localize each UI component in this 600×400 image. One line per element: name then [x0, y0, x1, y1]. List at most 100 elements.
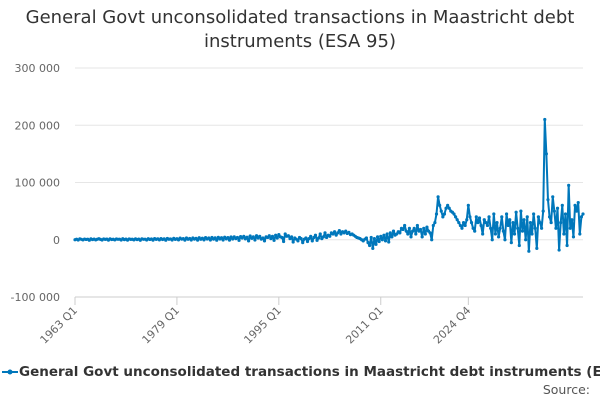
- data-point[interactable]: [533, 226, 537, 230]
- data-point[interactable]: [441, 215, 445, 219]
- data-point[interactable]: [315, 238, 319, 242]
- data-point[interactable]: [304, 236, 308, 240]
- data-point[interactable]: [454, 215, 458, 219]
- data-point[interactable]: [493, 232, 498, 236]
- data-point[interactable]: [412, 226, 416, 230]
- data-point[interactable]: [398, 231, 402, 235]
- data-point[interactable]: [337, 228, 341, 233]
- data-point[interactable]: [411, 229, 415, 233]
- data-point[interactable]: [226, 235, 230, 240]
- data-point[interactable]: [227, 238, 232, 242]
- data-point[interactable]: [423, 232, 427, 236]
- data-point[interactable]: [261, 236, 265, 240]
- data-point[interactable]: [578, 232, 582, 236]
- data-point[interactable]: [433, 220, 437, 225]
- data-point[interactable]: [439, 209, 443, 213]
- data-point[interactable]: [347, 230, 351, 234]
- data-point[interactable]: [552, 209, 556, 213]
- data-point[interactable]: [219, 236, 224, 240]
- data-point[interactable]: [286, 234, 290, 238]
- data-point[interactable]: [323, 231, 327, 235]
- data-point[interactable]: [544, 152, 548, 156]
- data-point[interactable]: [299, 237, 303, 241]
- data-point[interactable]: [527, 249, 531, 253]
- data-point[interactable]: [380, 238, 384, 242]
- data-point[interactable]: [235, 235, 240, 240]
- data-point[interactable]: [461, 220, 466, 225]
- data-point[interactable]: [438, 203, 442, 207]
- data-point[interactable]: [253, 238, 257, 242]
- data-point[interactable]: [317, 236, 321, 240]
- data-point[interactable]: [280, 235, 284, 240]
- data-point[interactable]: [481, 232, 485, 236]
- data-point[interactable]: [366, 241, 370, 245]
- data-point[interactable]: [463, 223, 467, 228]
- data-point[interactable]: [465, 218, 469, 222]
- data-point[interactable]: [492, 212, 496, 216]
- data-point[interactable]: [383, 239, 388, 243]
- data-point[interactable]: [422, 226, 426, 230]
- data-point[interactable]: [471, 226, 475, 230]
- data-point[interactable]: [430, 238, 434, 242]
- data-point[interactable]: [511, 220, 515, 225]
- data-point[interactable]: [573, 203, 577, 207]
- data-point[interactable]: [431, 223, 435, 228]
- data-point[interactable]: [237, 238, 241, 242]
- data-point[interactable]: [391, 229, 396, 233]
- data-point[interactable]: [579, 215, 584, 219]
- data-point[interactable]: [262, 239, 267, 243]
- data-point[interactable]: [251, 235, 255, 239]
- data-point[interactable]: [519, 209, 523, 213]
- data-point[interactable]: [487, 215, 491, 219]
- data-point[interactable]: [385, 232, 389, 236]
- data-point[interactable]: [495, 220, 499, 225]
- data-point[interactable]: [296, 239, 300, 243]
- data-point[interactable]: [375, 235, 380, 239]
- data-point[interactable]: [497, 235, 501, 239]
- data-point[interactable]: [418, 227, 423, 232]
- data-point[interactable]: [562, 232, 566, 236]
- data-point[interactable]: [420, 235, 424, 239]
- data-point[interactable]: [442, 212, 447, 216]
- data-point[interactable]: [516, 226, 520, 230]
- data-point[interactable]: [522, 218, 526, 222]
- data-point[interactable]: [307, 237, 311, 241]
- data-point[interactable]: [525, 215, 529, 219]
- data-point[interactable]: [215, 238, 219, 242]
- data-point[interactable]: [446, 203, 450, 207]
- data-point[interactable]: [479, 223, 483, 228]
- data-point[interactable]: [334, 233, 338, 237]
- data-point[interactable]: [310, 239, 314, 243]
- data-point[interactable]: [404, 229, 408, 233]
- data-point[interactable]: [407, 226, 412, 230]
- data-point[interactable]: [466, 203, 470, 207]
- data-point[interactable]: [457, 220, 461, 225]
- data-point[interactable]: [458, 223, 462, 228]
- data-point[interactable]: [406, 232, 410, 236]
- data-point[interactable]: [414, 232, 418, 236]
- data-point[interactable]: [546, 198, 550, 202]
- data-point[interactable]: [301, 241, 305, 245]
- data-point[interactable]: [541, 209, 545, 213]
- data-point[interactable]: [305, 239, 310, 244]
- data-point[interactable]: [369, 235, 373, 240]
- data-point[interactable]: [485, 223, 490, 228]
- data-point[interactable]: [242, 234, 246, 238]
- data-point[interactable]: [490, 238, 494, 242]
- data-point[interactable]: [213, 236, 217, 240]
- data-point[interactable]: [277, 233, 281, 237]
- data-point[interactable]: [436, 195, 440, 199]
- data-point[interactable]: [409, 235, 413, 239]
- data-point[interactable]: [468, 215, 472, 219]
- data-point[interactable]: [254, 234, 259, 238]
- data-point[interactable]: [270, 234, 275, 238]
- data-point[interactable]: [469, 220, 474, 225]
- data-point[interactable]: [557, 248, 561, 252]
- data-point[interactable]: [474, 215, 478, 219]
- data-point[interactable]: [387, 240, 391, 244]
- data-point[interactable]: [425, 225, 429, 229]
- data-point[interactable]: [313, 233, 318, 237]
- data-point[interactable]: [543, 117, 547, 122]
- data-point[interactable]: [452, 212, 456, 216]
- data-point[interactable]: [540, 226, 544, 230]
